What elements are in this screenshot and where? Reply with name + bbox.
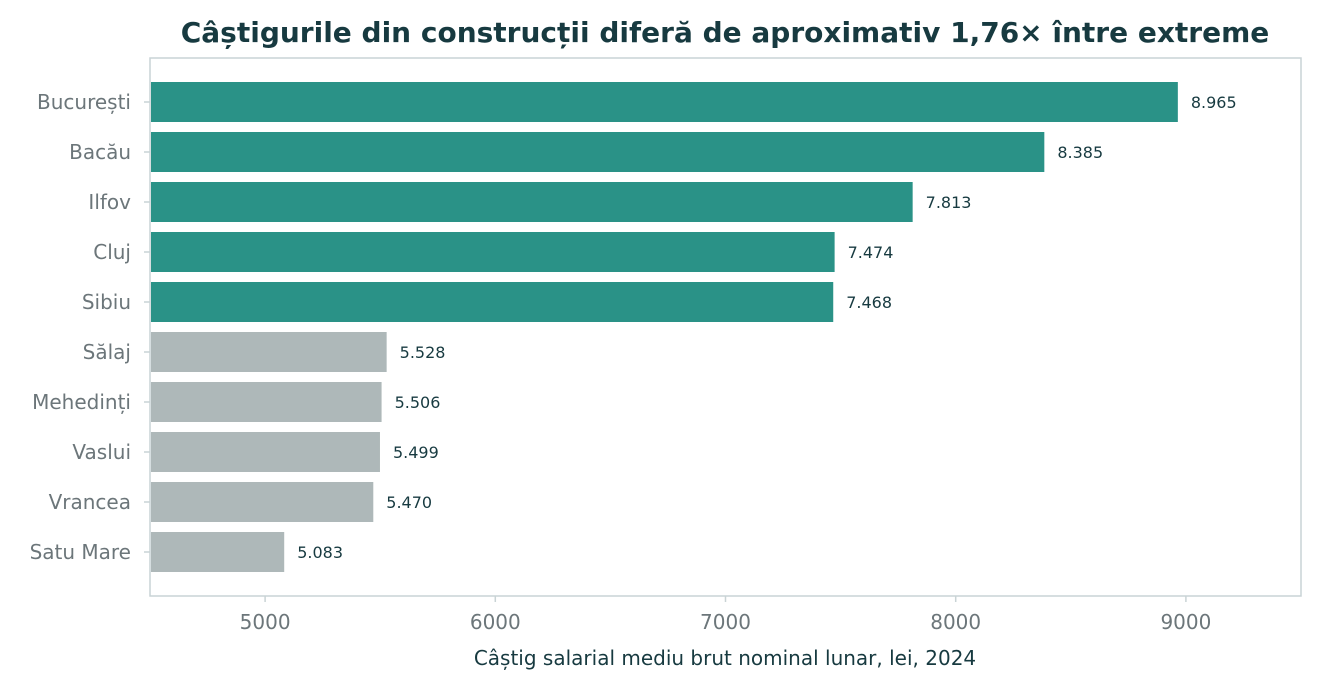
value-label-6: 5.506: [395, 393, 441, 412]
x-tick-label-0: 5000: [240, 610, 291, 634]
category-label-3: Cluj: [93, 240, 131, 264]
category-label-4: Sibiu: [82, 290, 131, 314]
value-label-9: 5.083: [297, 543, 343, 562]
x-axis: 5000 6000 7000 8000 9000: [240, 596, 1211, 634]
bar-3: [151, 232, 835, 272]
category-label-1: Bacău: [69, 140, 131, 164]
bar-5: [151, 332, 387, 372]
bar-7: [151, 432, 380, 472]
bar-2: [151, 182, 913, 222]
bar-0: [151, 82, 1178, 122]
value-label-2: 7.813: [926, 193, 972, 212]
bar-9: [151, 532, 285, 572]
bar-8: [151, 482, 374, 522]
category-label-0: București: [37, 90, 131, 114]
bars-group: [151, 82, 1178, 572]
value-label-5: 5.528: [400, 343, 446, 362]
chart-title: Câștigurile din construcții diferă de ap…: [181, 16, 1270, 49]
x-tick-label-1: 6000: [470, 610, 521, 634]
x-tick-label-2: 7000: [700, 610, 751, 634]
value-label-8: 5.470: [386, 493, 432, 512]
value-labels-group: 8.965 8.385 7.813 7.474 7.468 5.528 5.506 5.499…: [297, 93, 1236, 562]
x-tick-label-3: 8000: [930, 610, 981, 634]
bar-6: [151, 382, 382, 422]
bar-4: [151, 282, 834, 322]
bar-1: [151, 132, 1045, 172]
value-label-3: 7.474: [848, 243, 894, 262]
category-label-9: Satu Mare: [30, 540, 131, 564]
value-label-7: 5.499: [393, 443, 439, 462]
category-label-6: Mehedinți: [32, 390, 131, 414]
value-label-4: 7.468: [846, 293, 892, 312]
category-label-2: Ilfov: [88, 190, 131, 214]
x-axis-label: Câștig salarial mediu brut nominal lunar…: [474, 646, 976, 670]
value-label-0: 8.965: [1191, 93, 1237, 112]
category-label-8: Vrancea: [49, 490, 131, 514]
value-label-1: 8.385: [1057, 143, 1103, 162]
y-axis: București Bacău Ilfov Cluj Sibiu Sălaj Mehedin…: [30, 90, 150, 564]
category-label-7: Vaslui: [72, 440, 131, 464]
x-tick-label-4: 9000: [1160, 610, 1211, 634]
category-label-5: Sălaj: [83, 340, 131, 364]
